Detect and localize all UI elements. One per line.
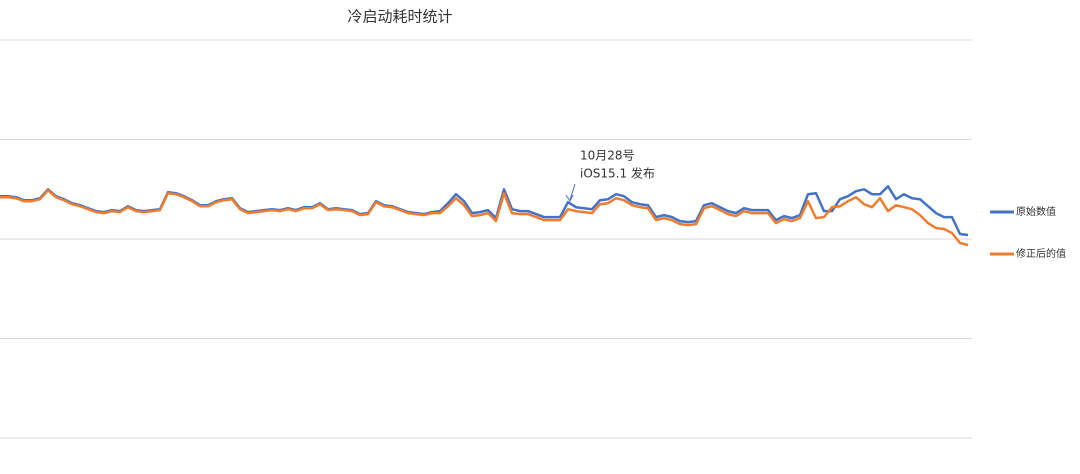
legend-label: 原始数值 [1016, 205, 1056, 218]
annotation-arrow [569, 183, 576, 201]
chart-title: 冷启动耗时统计 [347, 8, 452, 26]
series-line [0, 188, 969, 247]
series-line [0, 185, 969, 237]
annotation-arrowhead [565, 194, 574, 202]
annotation: 10月28号 [580, 149, 635, 163]
annotation: iOS15.1 发布 [580, 166, 655, 181]
legend-label: 修正后的值 [1016, 247, 1066, 260]
